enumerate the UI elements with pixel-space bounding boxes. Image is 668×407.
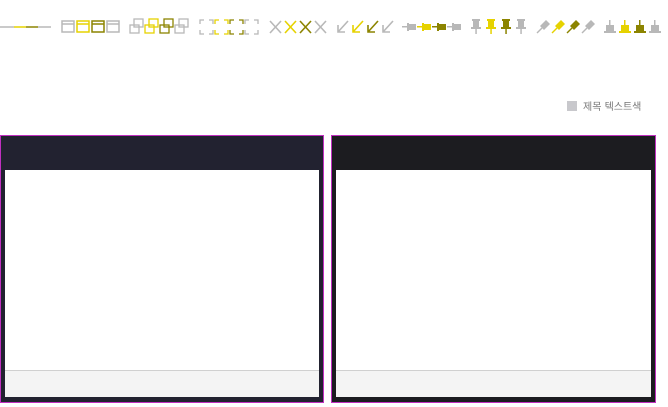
arrow-down-left-icon xyxy=(337,20,394,33)
pin-vertical-icon xyxy=(471,19,526,34)
panel-body xyxy=(336,170,651,397)
icon-sprite-strip xyxy=(0,16,668,38)
color-swatch xyxy=(567,100,577,111)
pin-horizontal-icon xyxy=(402,23,461,31)
window-restore-icon xyxy=(61,20,120,33)
panel-titlebar[interactable] xyxy=(1,136,323,170)
pin-diagonal-icon xyxy=(536,20,595,34)
left-panel xyxy=(1,136,323,402)
close-x-icon xyxy=(269,20,327,34)
panel-footer xyxy=(336,370,651,397)
window-cascade-icon xyxy=(129,18,189,34)
right-panel xyxy=(332,136,655,402)
panel-titlebar[interactable] xyxy=(332,136,655,170)
expand-icon xyxy=(199,19,259,35)
panel-footer xyxy=(5,370,319,397)
panel-body xyxy=(5,170,319,397)
line-icon xyxy=(0,26,51,28)
pin-flat-icon xyxy=(604,20,661,33)
legend-label: 제목 텍스트색 xyxy=(583,102,642,113)
title-text-color-legend: 제목 텍스트색 xyxy=(567,98,641,113)
